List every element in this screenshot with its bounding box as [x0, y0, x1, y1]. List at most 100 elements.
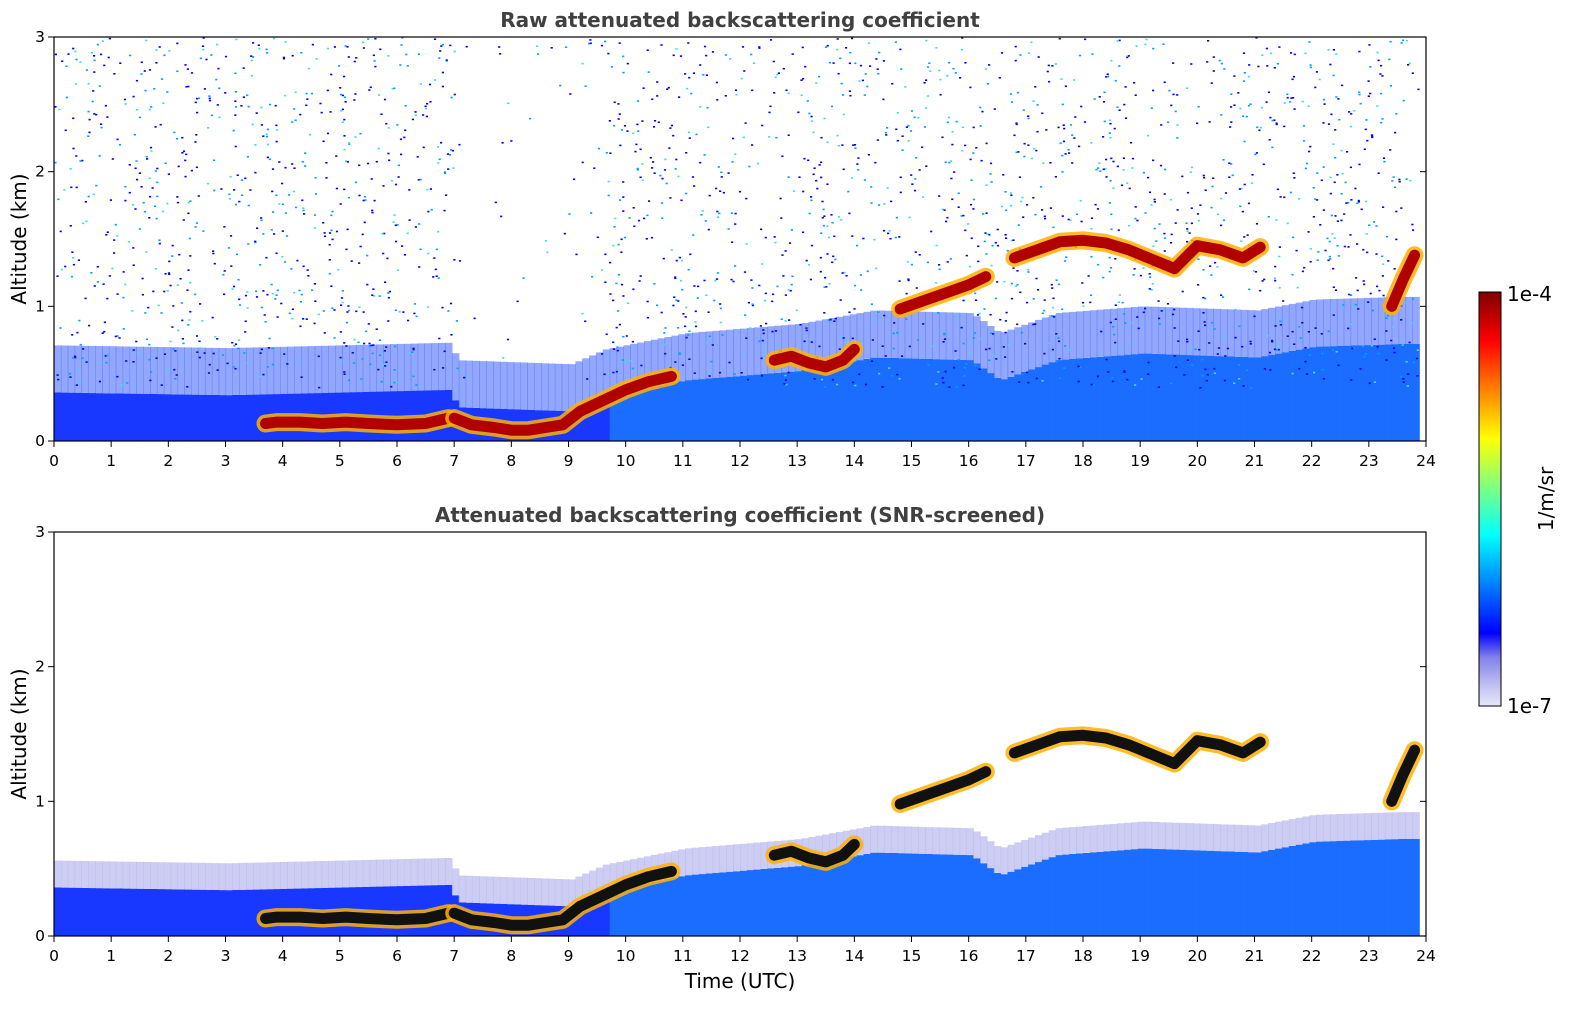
aerosol-column [1227, 356, 1235, 441]
noise-speckle [106, 116, 109, 118]
noise-speckle [1249, 343, 1252, 345]
noise-speckle [384, 365, 387, 367]
noise-speckle [782, 67, 785, 70]
aerosol-fringe [829, 833, 837, 861]
noise-speckle [127, 241, 130, 243]
noise-speckle [943, 209, 946, 211]
noise-speckle [265, 133, 268, 136]
noise-speckle [1277, 348, 1280, 351]
noise-speckle [366, 254, 369, 257]
noise-speckle [839, 299, 842, 301]
noise-speckle [282, 57, 286, 60]
noise-speckle [763, 299, 766, 302]
noise-speckle [145, 39, 148, 42]
noise-speckle [243, 352, 246, 354]
aerosol-fringe [1220, 824, 1228, 852]
noise-speckle [195, 134, 198, 136]
aerosol-column [1206, 850, 1214, 936]
noise-speckle [1234, 336, 1237, 339]
noise-speckle [176, 201, 180, 204]
aerosol-column [897, 358, 906, 441]
noise-speckle [1380, 64, 1383, 67]
noise-speckle [613, 226, 616, 228]
noise-speckle [212, 352, 215, 355]
noise-speckle [437, 162, 440, 164]
aerosol-fringe [342, 345, 350, 393]
noise-speckle [1394, 131, 1397, 134]
noise-speckle [859, 64, 863, 67]
noise-speckle [983, 308, 986, 310]
noise-speckle [121, 384, 124, 386]
noise-speckle [991, 244, 994, 247]
noise-speckle [443, 209, 446, 212]
aerosol-column [1295, 349, 1304, 441]
aerosol-column [1323, 346, 1331, 441]
x-tick-label: 6 [392, 452, 402, 470]
aerosol-column [630, 391, 638, 441]
noise-speckle [621, 359, 624, 361]
aerosol-fringe [191, 347, 199, 395]
noise-speckle [77, 259, 80, 261]
noise-speckle [861, 79, 864, 82]
noise-speckle [1036, 289, 1040, 291]
noise-speckle [1301, 100, 1304, 103]
aerosol-fringe [733, 329, 741, 377]
noise-speckle [1275, 219, 1278, 221]
noise-speckle [132, 361, 135, 363]
noise-speckle [1024, 342, 1027, 345]
noise-speckle [266, 293, 269, 296]
noise-speckle [1259, 126, 1262, 129]
aerosol-fringe [218, 863, 227, 891]
noise-speckle [385, 361, 388, 363]
noise-speckle [344, 101, 347, 103]
noise-speckle [639, 275, 642, 277]
noise-speckle [637, 130, 640, 132]
noise-speckle [584, 320, 587, 323]
noise-speckle [75, 186, 78, 189]
noise-speckle [1027, 144, 1030, 146]
noise-speckle [1080, 220, 1083, 223]
aerosol-column [122, 888, 131, 936]
noise-speckle [358, 164, 361, 167]
noise-speckle [1169, 198, 1172, 201]
noise-speckle [688, 76, 691, 79]
noise-speckle [213, 189, 216, 192]
noise-speckle [426, 188, 429, 191]
noise-speckle [942, 381, 945, 384]
noise-speckle [848, 212, 851, 215]
aerosol-column [884, 852, 892, 936]
aerosol-fringe [499, 877, 508, 904]
noise-speckle [1254, 153, 1257, 156]
noise-speckle [347, 309, 351, 312]
noise-speckle [88, 131, 91, 134]
aerosol-fringe [81, 345, 89, 393]
aerosol-column [685, 875, 693, 936]
aerosol-fringe [376, 344, 384, 392]
noise-speckle [1373, 221, 1376, 223]
aerosol-column [163, 394, 172, 441]
noise-speckle [703, 45, 707, 48]
noise-speckle [276, 316, 279, 318]
noise-speckle [379, 48, 382, 51]
noise-speckle [396, 224, 399, 226]
noise-speckle [1223, 379, 1226, 382]
noise-speckle [98, 85, 101, 87]
noise-speckle [266, 128, 269, 131]
aerosol-column [211, 395, 220, 441]
noise-speckle [1309, 248, 1312, 250]
noise-speckle [905, 292, 908, 295]
noise-speckle [353, 338, 356, 341]
noise-speckle [800, 94, 803, 97]
noise-speckle [1204, 368, 1207, 371]
aerosol-column [156, 889, 165, 936]
noise-speckle [1116, 106, 1119, 108]
aerosol-fringe [1357, 813, 1365, 841]
noise-speckle [907, 124, 910, 127]
aerosol-column [932, 854, 940, 936]
noise-speckle [648, 200, 651, 202]
noise-speckle [172, 305, 175, 307]
noise-speckle [990, 181, 993, 183]
noise-speckle [805, 327, 808, 329]
noise-speckle [1091, 53, 1094, 55]
noise-speckle [1329, 192, 1332, 195]
